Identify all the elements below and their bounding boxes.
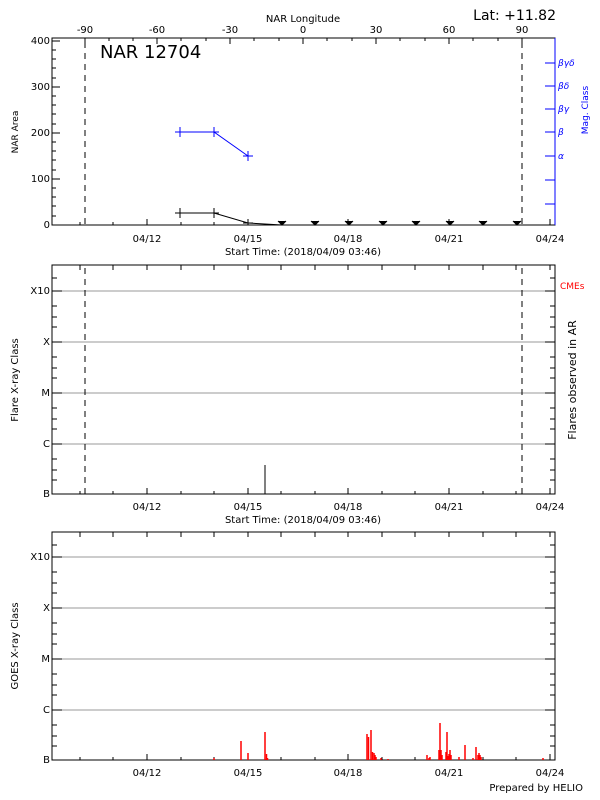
x-tick-label: 04/12 [133, 234, 162, 245]
y-tick-label: B [43, 755, 50, 766]
mag-tick-label: βγδ [557, 59, 575, 69]
x-tick-label: 04/15 [234, 502, 263, 513]
y-tick-label: M [41, 654, 50, 665]
latitude-label: Lat: +11.82 [473, 8, 556, 24]
y-tick-label: X10 [30, 286, 50, 297]
x-tick-label: 04/18 [334, 234, 363, 245]
top-tick-label: 0 [300, 25, 306, 36]
panel-goes: B C M X X10 GOES X-ray Class [10, 531, 583, 794]
y-tick-label: 100 [31, 174, 50, 185]
mag-tick-label: βγ [557, 105, 570, 115]
nar-area-markers [175, 208, 522, 226]
y-axis-title: GOES X-ray Class [10, 602, 21, 689]
top-tick-label: -90 [77, 25, 93, 36]
panel-nar-area: -90 -60 -30 0 30 60 90 NAR Longitude Lat… [11, 8, 591, 258]
x-axis-title: Start Time: (2018/04/09 03:46) [225, 247, 381, 258]
x-tick-label: 04/15 [234, 768, 263, 779]
top-tick-label: 30 [370, 25, 383, 36]
x-axis-title: Start Time: (2018/04/09 03:46) [225, 515, 381, 526]
x-tick-label: 04/12 [133, 502, 162, 513]
x-tick-label: 04/18 [334, 502, 363, 513]
mag-class-axis [545, 38, 556, 225]
mag-tick-label: βδ [557, 82, 570, 92]
y-tick-label: 200 [31, 128, 50, 139]
y-tick-label: 400 [31, 36, 50, 47]
footer-credit: Prepared by HELIO [489, 783, 583, 794]
mag-tick-label: α [558, 152, 564, 162]
mag-tick-label: β [557, 128, 564, 138]
cme-legend: CMEs [560, 282, 585, 292]
x-tick-label: 04/24 [536, 768, 565, 779]
x-tick-label: 04/24 [536, 234, 565, 245]
y2-axis-title: Flares observed in AR [566, 320, 579, 440]
y-tick-label: B [43, 489, 50, 500]
goes-flux-bars [213, 723, 544, 760]
x-tick-label: 04/18 [334, 768, 363, 779]
top-tick-label: 60 [443, 25, 456, 36]
region-label: NAR 12704 [100, 42, 201, 63]
y-tick-label: 300 [31, 82, 50, 93]
x-tick-label: 04/12 [133, 768, 162, 779]
y-tick-label: C [43, 705, 50, 716]
x-tick-label: 04/15 [234, 234, 263, 245]
top-tick-label: -60 [149, 25, 165, 36]
y-axis-title: Flare X-ray Class [10, 338, 21, 422]
top-tick-label: 90 [516, 25, 529, 36]
x-tick-label: 04/21 [435, 768, 464, 779]
y-tick-label: X [43, 603, 50, 614]
mag-axis-title: Mag. Class [581, 85, 591, 134]
mag-class-markers [175, 127, 253, 161]
y-tick-label: C [43, 439, 50, 450]
x-tick-label: 04/21 [435, 234, 464, 245]
panel2-frame [51, 264, 556, 495]
panel2-grid [60, 290, 555, 445]
y-tick-label: X10 [30, 552, 50, 563]
panel1-frame [51, 37, 556, 226]
y-axis-title: NAR Area [11, 111, 21, 154]
panel3-grid [60, 556, 555, 711]
top-axis-title: NAR Longitude [266, 14, 340, 25]
panel3-frame [51, 531, 556, 761]
top-axis-ticks [84, 38, 523, 44]
panel-flares: B C M X X10 Flare X-ray Class Flares obs… [10, 264, 585, 526]
y-tick-label: M [41, 388, 50, 399]
x-tick-label: 04/24 [536, 502, 565, 513]
y-tick-label: 0 [44, 220, 50, 231]
top-tick-label: -30 [222, 25, 238, 36]
y-tick-label: X [43, 337, 50, 348]
x-tick-label: 04/21 [435, 502, 464, 513]
